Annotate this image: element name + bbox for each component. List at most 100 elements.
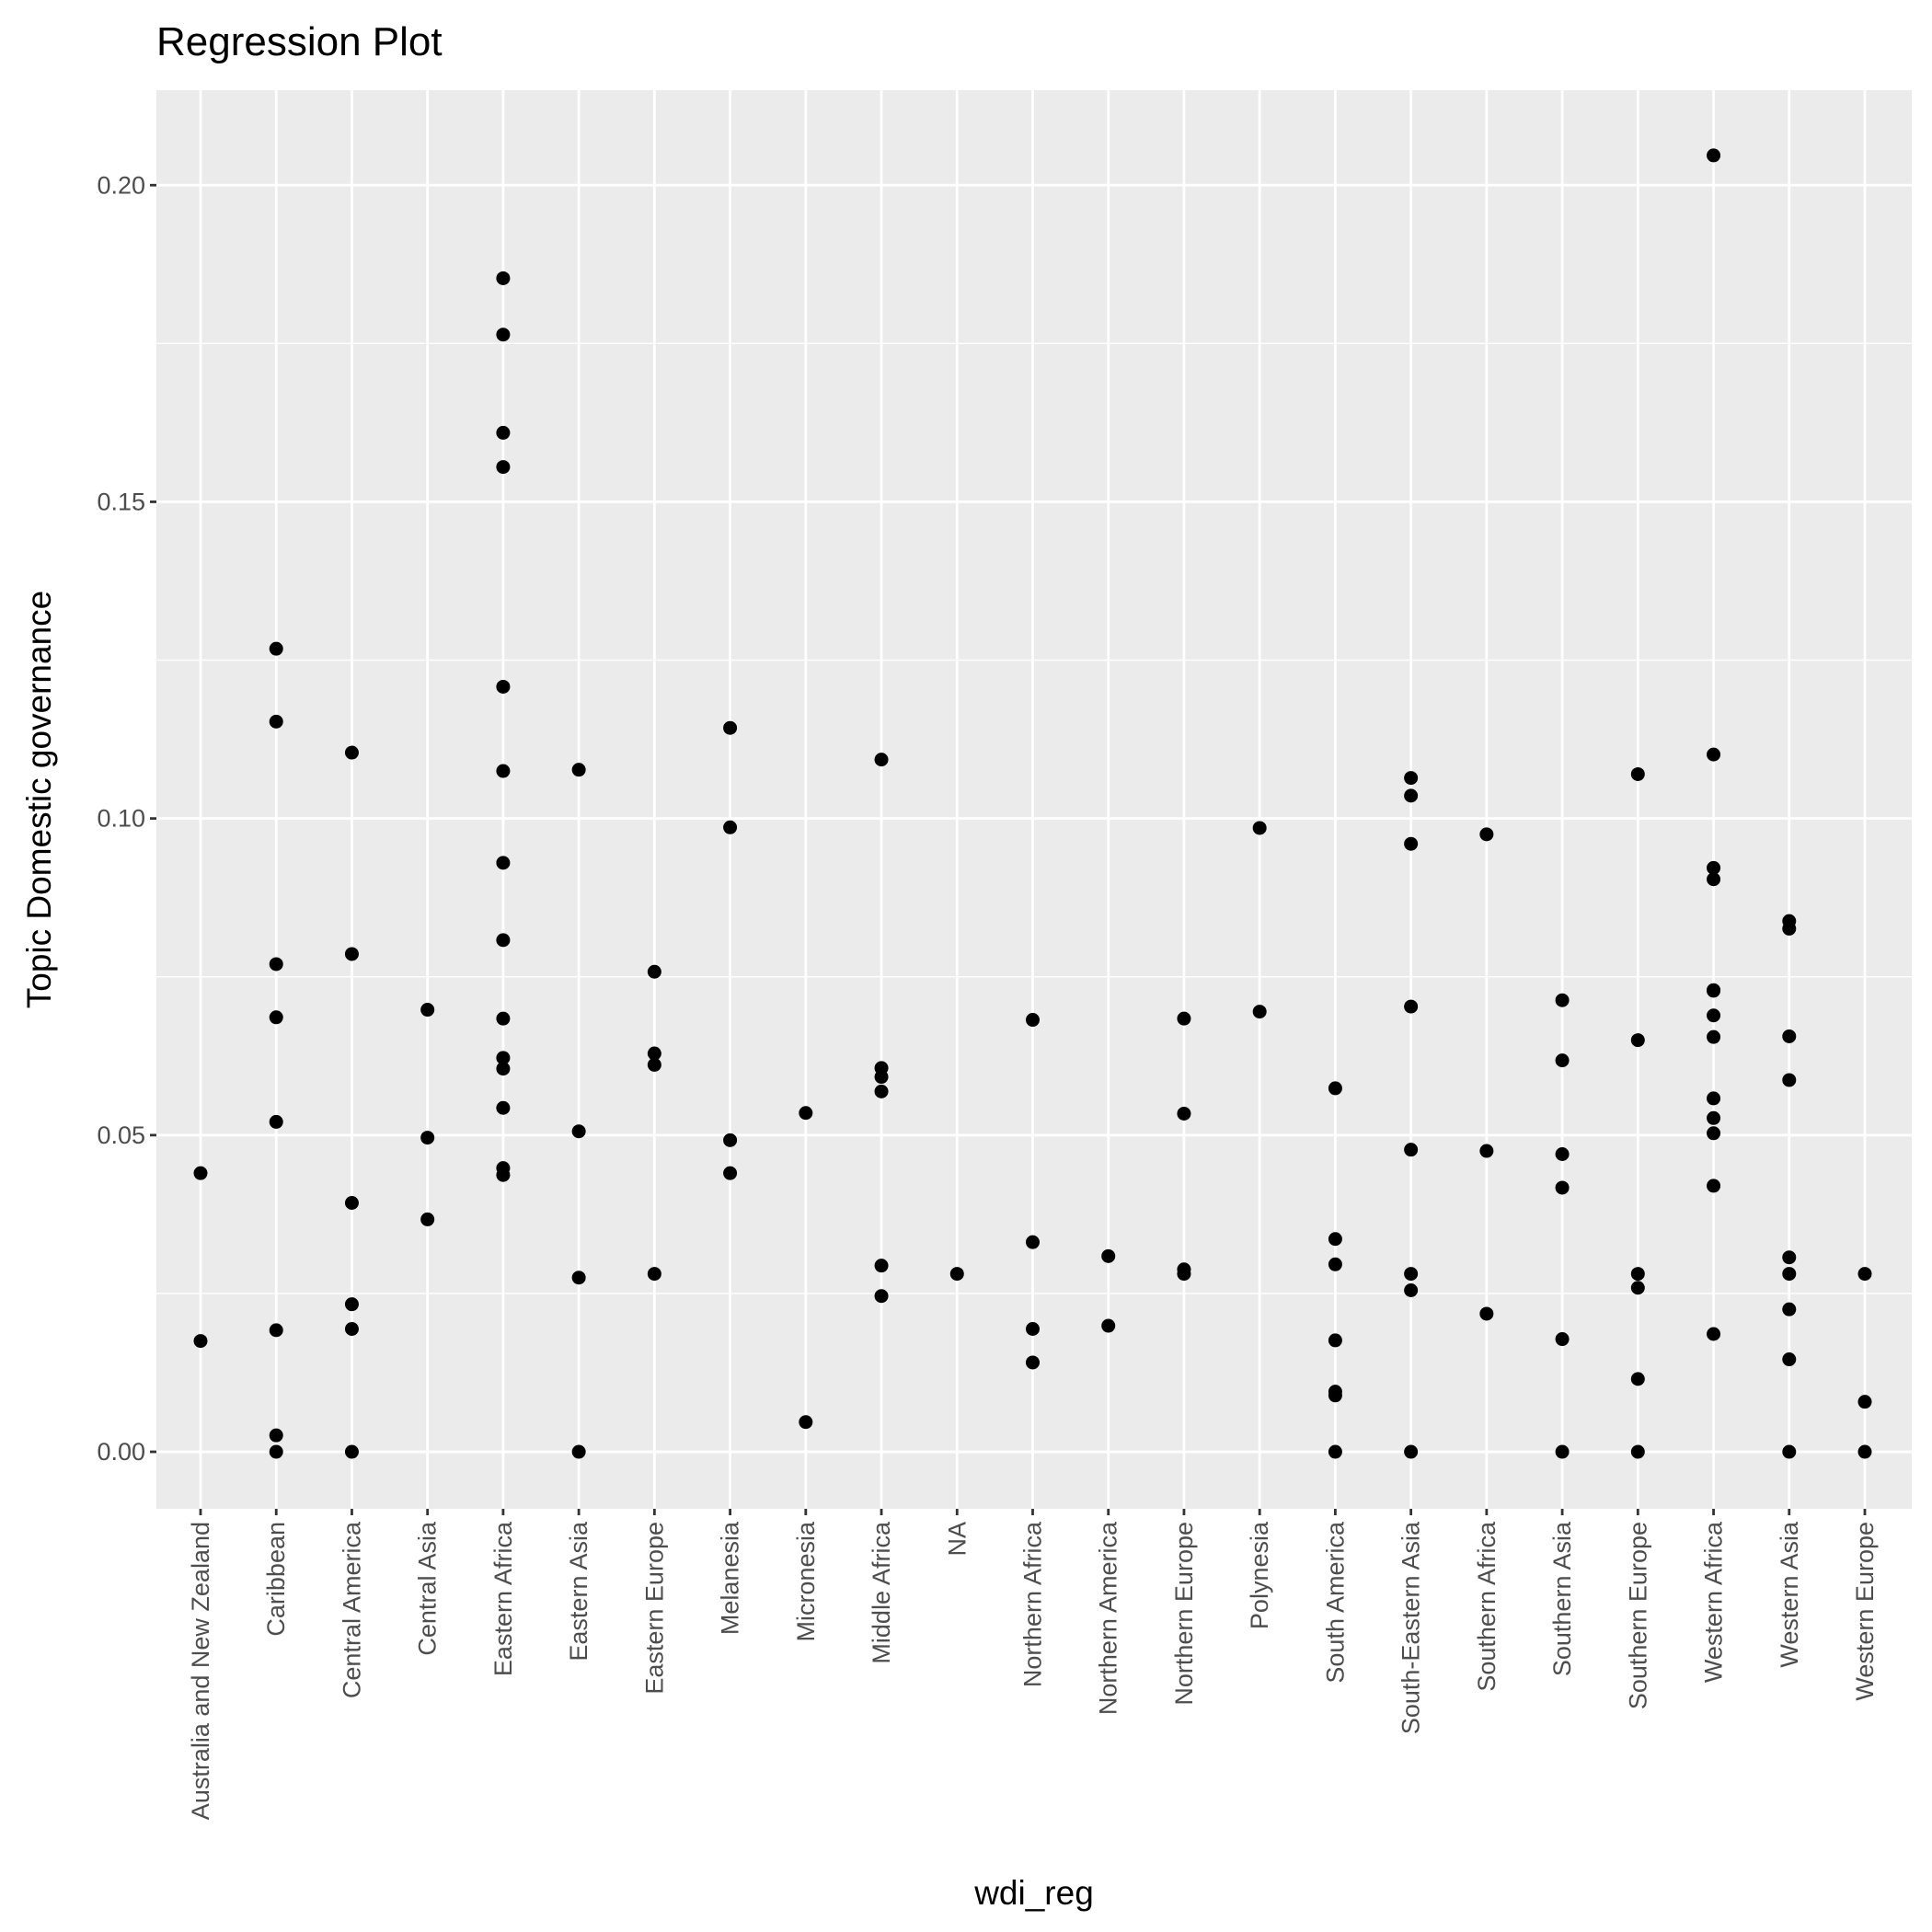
data-point (1101, 1318, 1116, 1333)
data-point (1555, 1332, 1570, 1347)
data-point (1404, 771, 1419, 786)
data-point (571, 1271, 586, 1285)
data-point (1707, 860, 1721, 875)
data-point (269, 1010, 283, 1025)
x-tick-label: Southern Africa (1473, 1521, 1501, 1692)
data-point (496, 1011, 511, 1026)
data-point (1177, 1106, 1191, 1121)
data-point (1026, 1235, 1040, 1249)
data-point (496, 425, 511, 440)
data-point (1404, 999, 1419, 1014)
data-point (1328, 1081, 1342, 1096)
data-point (1782, 1073, 1797, 1087)
data-point (1707, 1126, 1721, 1141)
data-point (571, 1124, 586, 1139)
x-tick-label: Northern Africa (1019, 1521, 1047, 1687)
data-point (1707, 1179, 1721, 1193)
data-point (1630, 1281, 1645, 1295)
data-point (496, 1100, 511, 1115)
x-tick-label: Australia and New Zealand (187, 1522, 214, 1820)
data-point (1707, 872, 1721, 887)
chart-title: Regression Plot (156, 19, 443, 64)
x-tick-label: Polynesia (1246, 1521, 1273, 1629)
data-point (647, 1057, 661, 1072)
data-point (269, 957, 283, 972)
data-point (1630, 1372, 1645, 1386)
data-point (1707, 1327, 1721, 1341)
x-tick-label: Micronesia (792, 1521, 820, 1642)
x-axis-title: wdi_reg (973, 1874, 1094, 1912)
data-point (799, 1415, 813, 1430)
data-point (1404, 1444, 1419, 1459)
x-tick-label: South America (1321, 1521, 1349, 1684)
data-point (1404, 836, 1419, 851)
data-point (1707, 747, 1721, 762)
x-tick-label: Eastern Asia (565, 1521, 592, 1662)
data-point (496, 270, 511, 285)
data-point (496, 933, 511, 948)
x-tick-label: Southern Asia (1548, 1521, 1576, 1676)
y-tick-label: 0.10 (97, 805, 145, 833)
data-point (723, 820, 738, 834)
data-point (344, 1444, 359, 1459)
data-point (1404, 1283, 1419, 1298)
data-point (1026, 1013, 1040, 1028)
data-point (647, 1267, 661, 1282)
data-point (1101, 1248, 1116, 1263)
x-tick-label: Southern Europe (1624, 1522, 1651, 1709)
data-point (344, 1321, 359, 1336)
data-point (1782, 921, 1797, 936)
data-point (1177, 1267, 1191, 1282)
data-point (1328, 1232, 1342, 1247)
x-tick-label: Central Asia (414, 1521, 442, 1656)
data-point (1555, 1444, 1570, 1459)
data-point (874, 1289, 889, 1304)
x-tick-label: South-Eastern Asia (1397, 1521, 1425, 1734)
data-point (723, 720, 738, 735)
data-point (1555, 1180, 1570, 1195)
data-point (1555, 1053, 1570, 1068)
data-point (1630, 1444, 1645, 1459)
data-point (571, 763, 586, 777)
data-point (269, 1428, 283, 1443)
data-point (344, 947, 359, 961)
data-point (1328, 1444, 1342, 1459)
data-point (193, 1334, 208, 1349)
data-point (949, 1267, 964, 1282)
x-tick-label: Northern Europe (1170, 1522, 1198, 1706)
x-tick-label: Eastern Africa (489, 1521, 517, 1676)
x-tick-label: Caribbean (262, 1522, 290, 1637)
data-point (1707, 1110, 1721, 1125)
data-point (496, 1051, 511, 1065)
data-point (647, 1046, 661, 1061)
x-tick-label: Northern America (1095, 1521, 1122, 1715)
data-point (874, 753, 889, 767)
data-point (1555, 1147, 1570, 1161)
data-point (269, 714, 283, 729)
data-point (420, 1212, 435, 1226)
data-point (1782, 1302, 1797, 1317)
y-axis-title: Topic Domestic governance (20, 591, 58, 1009)
data-point (1857, 1267, 1872, 1282)
data-point (1782, 1250, 1797, 1265)
data-point (723, 1166, 738, 1180)
x-tick-label: Melanesia (717, 1521, 744, 1635)
plot-panel (156, 90, 1912, 1509)
x-tick-label: Western Africa (1700, 1521, 1728, 1683)
data-point (269, 1444, 283, 1459)
x-axis: Australia and New Zealand Caribbean Centra… (187, 1509, 1879, 1820)
data-point (1404, 1143, 1419, 1157)
data-point (344, 1196, 359, 1211)
data-point (723, 1133, 738, 1147)
data-point (269, 641, 283, 656)
data-point (1177, 1011, 1191, 1026)
data-point (1479, 827, 1494, 842)
data-point (1252, 1005, 1267, 1019)
data-point (1707, 1029, 1721, 1044)
data-point (1328, 1388, 1342, 1403)
data-point (571, 1444, 586, 1459)
data-point (1328, 1257, 1342, 1271)
x-tick-label: Middle Africa (868, 1521, 895, 1664)
x-tick-label: Eastern Europe (640, 1522, 668, 1695)
